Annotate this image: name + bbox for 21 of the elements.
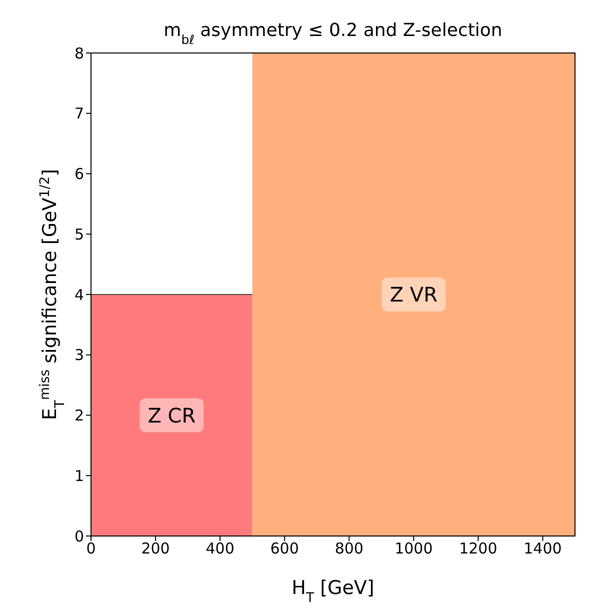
- y-tick-label: 3: [74, 346, 84, 364]
- y-tick-label: 2: [74, 406, 84, 425]
- x-tick-label: 400: [206, 540, 234, 558]
- x-tick-label: 1400: [524, 540, 562, 558]
- x-tick-label: 200: [141, 540, 170, 558]
- y-tick-label: 6: [74, 165, 84, 184]
- y-tick-label: 1: [74, 466, 84, 485]
- x-tick-label: 1000: [394, 540, 433, 558]
- series-label: Z VR: [390, 282, 438, 306]
- y-tick-label: 8: [74, 44, 84, 62]
- x-tick-label: 1200: [459, 540, 498, 558]
- y-tick-label: 5: [74, 225, 84, 244]
- y-tick-label: 0: [74, 527, 84, 546]
- x-tick-label: 600: [270, 540, 299, 558]
- x-tick-label: 800: [334, 540, 364, 558]
- x-axis-title: H$_{T}$ [GeV]: [292, 577, 374, 606]
- y-tick-label: 4: [74, 286, 84, 304]
- x-tick-label: 0: [86, 540, 96, 558]
- series-label: Z CR: [148, 403, 196, 428]
- y-tick-label: 7: [74, 104, 84, 123]
- chart-title: m$_{bℓ}$ asymmetry ≤ 0.2 and Z-selection: [164, 20, 502, 46]
